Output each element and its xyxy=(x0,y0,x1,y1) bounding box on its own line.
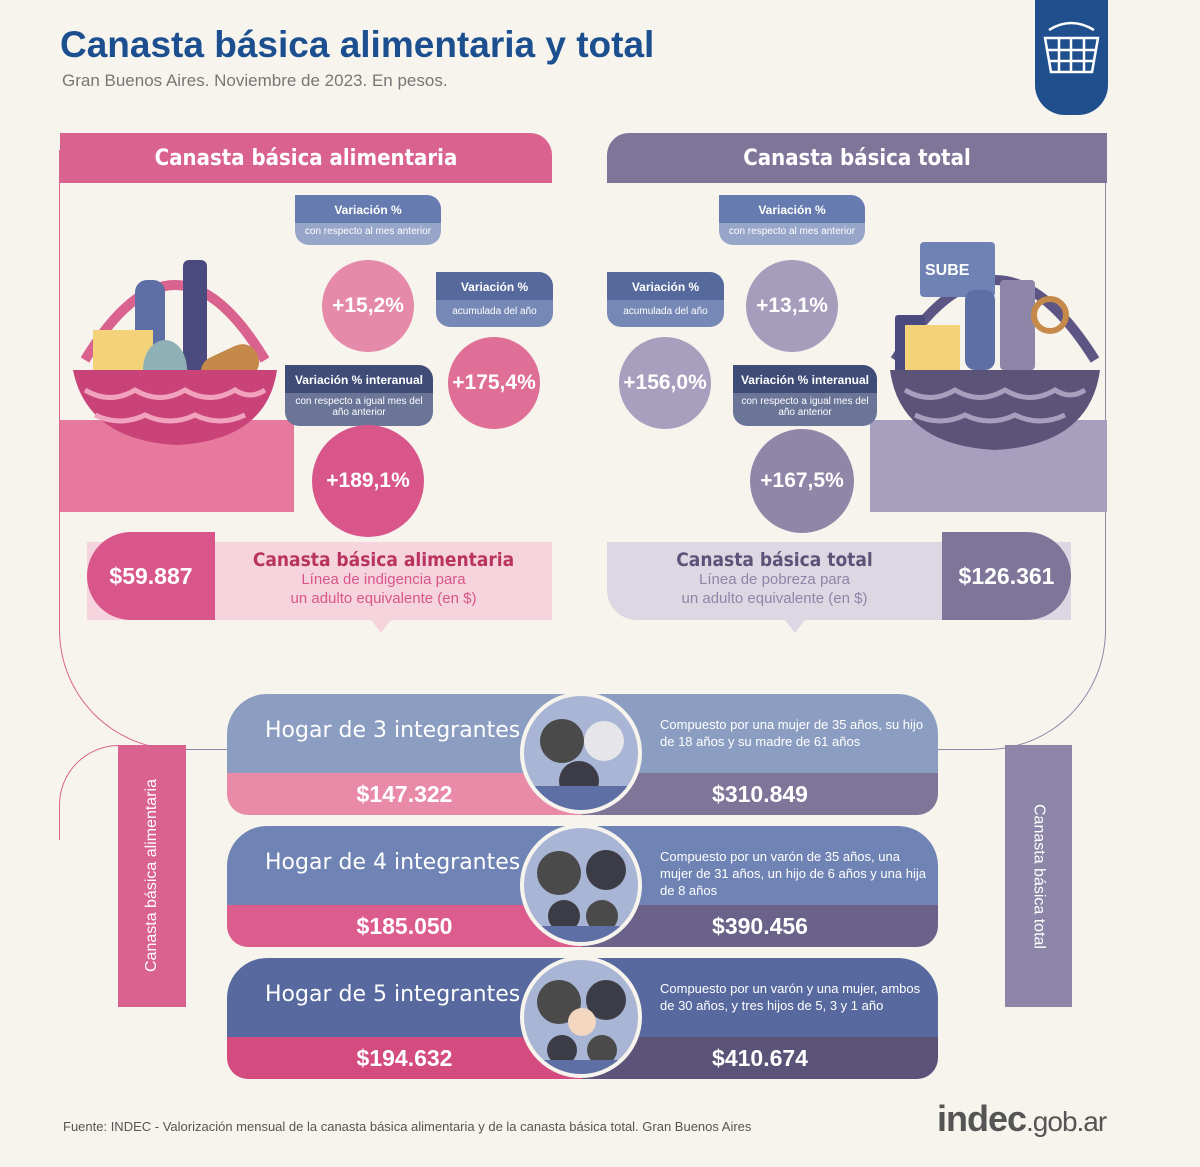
cba-side-label: Canasta básica alimentaria xyxy=(118,745,186,1007)
household-label: Hogar de 3 integrantes xyxy=(265,718,521,743)
cbt-header: Canasta básica total xyxy=(607,133,1107,183)
household-5-cbt-value: $410.674 xyxy=(582,1037,938,1079)
label-heading: Variación % xyxy=(436,272,553,300)
label-heading: Variación % xyxy=(607,272,724,300)
source-note: Fuente: INDEC - Valorización mensual de … xyxy=(63,1119,752,1134)
cbt-price-title: Canasta básica total xyxy=(676,549,873,571)
cba-price-title: Canasta básica alimentaria xyxy=(252,549,515,571)
goods-basket-illustration xyxy=(890,242,1100,450)
cbt-side-label: Canasta básica total xyxy=(1005,745,1072,1007)
cba-price-pointer xyxy=(371,620,391,633)
indec-brand: indec xyxy=(937,1098,1027,1139)
basket-logo xyxy=(1035,0,1108,115)
cbt-var-mes-label: Variación % con respecto al mes anterior xyxy=(719,195,865,245)
label-heading: Variación % interanual xyxy=(733,365,877,393)
cba-header: Canasta básica alimentaria xyxy=(60,133,552,183)
cba-price-value: $59.887 xyxy=(87,532,215,620)
label-detail: con respecto a igual mes del año anterio… xyxy=(733,393,877,426)
label-detail: acumulada del año xyxy=(436,300,553,327)
cbt-price-value: $126.361 xyxy=(942,532,1071,620)
indec-logo[interactable]: indec.gob.ar xyxy=(937,1098,1107,1140)
household-desc: Compuesto por un varón de 35 años, una m… xyxy=(660,849,926,898)
cbt-var-inter-value: +167,5% xyxy=(750,429,854,533)
family-avatar-4 xyxy=(520,824,642,946)
cba-var-mes-value: +15,2% xyxy=(322,260,414,352)
cbt-var-mes-value: +13,1% xyxy=(746,260,838,352)
label-detail: con respecto a igual mes del año anterio… xyxy=(285,393,433,426)
label-heading: Variación % xyxy=(719,195,865,223)
page-subtitle: Gran Buenos Aires. Noviembre de 2023. En… xyxy=(62,71,448,90)
household-label: Hogar de 5 integrantes xyxy=(265,982,521,1007)
household-3-cbt-value: $310.849 xyxy=(582,773,938,815)
cbt-price-desc2: un adulto equivalente (en $) xyxy=(681,590,868,607)
cbt-var-inter-label: Variación % interanual con respecto a ig… xyxy=(733,365,877,426)
household-desc: Compuesto por un varón y una mujer, ambo… xyxy=(660,981,921,1013)
cbt-price-pointer xyxy=(785,620,805,633)
cba-price-desc2: un adulto equivalente (en $) xyxy=(290,590,477,607)
label-detail: con respecto al mes anterior xyxy=(295,223,441,245)
household-label: Hogar de 4 integrantes xyxy=(265,850,521,875)
cba-side-curve xyxy=(59,745,119,840)
cba-price-desc1: Línea de indigencia para xyxy=(301,571,466,588)
label-detail: con respecto al mes anterior xyxy=(719,223,865,245)
household-3-cba-value: $147.322 xyxy=(227,773,582,815)
food-basket-illustration xyxy=(73,260,277,445)
cba-var-inter-value: +189,1% xyxy=(312,425,424,537)
cbt-var-acum-value: +156,0% xyxy=(619,337,711,429)
cba-var-inter-label: Variación % interanual con respecto a ig… xyxy=(285,365,433,426)
cba-var-acum-value: +175,4% xyxy=(448,337,540,429)
label-heading: Variación % xyxy=(295,195,441,223)
cba-price-text: Canasta básica alimentaria Línea de indig… xyxy=(215,551,552,608)
sube-card-label: SUBE xyxy=(925,262,970,279)
label-detail: acumulada del año xyxy=(607,300,724,327)
household-4-cba-value: $185.050 xyxy=(227,905,582,947)
cba-var-mes-label: Variación % con respecto al mes anterior xyxy=(295,195,441,245)
page-title: Canasta básica alimentaria y total xyxy=(60,24,655,65)
cba-var-acum-label: Variación % acumulada del año xyxy=(436,272,553,327)
family-avatar-5 xyxy=(520,956,642,1078)
cbt-price-desc1: Línea de pobreza para xyxy=(699,571,850,588)
household-desc: Compuesto por una mujer de 35 años, su h… xyxy=(660,717,924,749)
household-5-cba-value: $194.632 xyxy=(227,1037,582,1079)
cbt-price-text: Canasta básica total Línea de pobreza par… xyxy=(607,551,942,608)
indec-domain: .gob.ar xyxy=(1026,1106,1107,1137)
family-avatar-3 xyxy=(520,692,642,814)
shopping-basket-icon xyxy=(1043,21,1100,74)
label-heading: Variación % interanual xyxy=(285,365,433,393)
household-4-cbt-value: $390.456 xyxy=(582,905,938,947)
cbt-var-acum-label: Variación % acumulada del año xyxy=(607,272,724,327)
